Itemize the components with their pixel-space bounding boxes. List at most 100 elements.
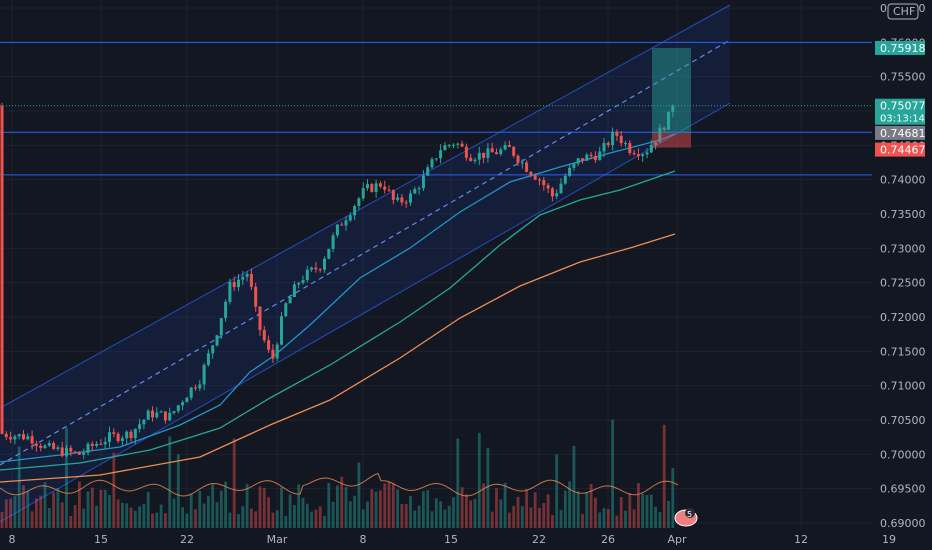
trend-channel[interactable]	[0, 4, 731, 523]
candle[interactable]	[495, 148, 498, 155]
candle[interactable]	[206, 349, 210, 367]
candle[interactable]	[490, 142, 494, 153]
candle[interactable]	[667, 111, 670, 130]
candle[interactable]	[108, 426, 111, 448]
candle[interactable]	[232, 276, 236, 292]
candle[interactable]	[611, 127, 615, 151]
candles[interactable]	[0, 102, 675, 459]
candle[interactable]	[421, 169, 425, 192]
candle[interactable]	[215, 334, 219, 347]
candle[interactable]	[133, 428, 137, 445]
candle[interactable]	[606, 141, 610, 148]
candle[interactable]	[396, 193, 400, 202]
candle[interactable]	[271, 344, 275, 363]
candle[interactable]	[258, 306, 262, 336]
candle[interactable]	[305, 266, 309, 283]
candle[interactable]	[464, 143, 468, 161]
candle[interactable]	[34, 440, 38, 452]
candle[interactable]	[641, 152, 645, 163]
candle[interactable]	[275, 342, 279, 362]
candle[interactable]	[301, 275, 305, 285]
position-profit-zone[interactable]	[652, 47, 691, 133]
candle[interactable]	[99, 439, 103, 446]
candle[interactable]	[163, 411, 167, 424]
candle[interactable]	[378, 181, 382, 189]
candle[interactable]	[413, 186, 417, 195]
candle[interactable]	[73, 450, 77, 454]
channel-upper-line[interactable]	[0, 4, 731, 409]
candle[interactable]	[194, 384, 197, 391]
candle[interactable]	[60, 441, 64, 458]
candle[interactable]	[112, 428, 116, 438]
candle[interactable]	[542, 176, 546, 191]
candle[interactable]	[267, 335, 271, 353]
candle[interactable]	[645, 147, 649, 159]
candle[interactable]	[224, 299, 228, 322]
candle[interactable]	[370, 182, 374, 193]
candle[interactable]	[572, 162, 576, 171]
candle[interactable]	[288, 295, 292, 304]
candle[interactable]	[357, 197, 361, 210]
candle[interactable]	[628, 140, 632, 156]
candle[interactable]	[404, 199, 408, 208]
candle[interactable]	[499, 147, 503, 156]
candle[interactable]	[636, 148, 640, 160]
candle[interactable]	[39, 443, 43, 452]
candle[interactable]	[434, 158, 438, 162]
candle[interactable]	[555, 189, 559, 200]
candle[interactable]	[426, 164, 430, 177]
candle[interactable]	[181, 400, 185, 411]
time-axis[interactable]: 8 15 22 Mar 8 15 22 26 Apr 12 19	[0, 530, 932, 550]
candle[interactable]	[9, 431, 13, 444]
horizontal-levels[interactable]	[0, 41, 872, 176]
candle[interactable]	[654, 142, 658, 150]
candle[interactable]	[125, 430, 129, 445]
candle[interactable]	[327, 248, 331, 260]
candle[interactable]	[447, 143, 451, 149]
candle[interactable]	[323, 256, 326, 273]
candle[interactable]	[254, 282, 258, 312]
candle[interactable]	[417, 185, 421, 195]
candle[interactable]	[383, 180, 387, 194]
candle[interactable]	[17, 433, 21, 440]
candle[interactable]	[310, 266, 314, 272]
candle[interactable]	[77, 451, 81, 456]
candle[interactable]	[503, 141, 507, 151]
candle[interactable]	[581, 158, 584, 164]
candle[interactable]	[52, 441, 56, 450]
long-position-tool[interactable]	[652, 47, 691, 148]
candle[interactable]	[189, 386, 193, 401]
candle[interactable]	[129, 429, 133, 442]
candle[interactable]	[90, 441, 94, 452]
candle[interactable]	[202, 362, 206, 391]
candle[interactable]	[550, 186, 554, 202]
candle[interactable]	[533, 173, 537, 181]
candle[interactable]	[671, 104, 675, 117]
candle[interactable]	[546, 182, 550, 194]
candle[interactable]	[452, 143, 455, 149]
candle[interactable]	[318, 268, 322, 273]
candle[interactable]	[568, 163, 572, 178]
candle[interactable]	[241, 270, 245, 286]
candle[interactable]	[13, 434, 17, 445]
candle[interactable]	[142, 418, 146, 430]
candle[interactable]	[69, 445, 73, 457]
candle[interactable]	[120, 435, 124, 446]
candle[interactable]	[430, 157, 434, 169]
candle[interactable]	[211, 344, 215, 359]
candle[interactable]	[400, 193, 404, 206]
channel-lower-line[interactable]	[0, 102, 731, 523]
candle[interactable]	[443, 141, 447, 151]
candle[interactable]	[138, 418, 142, 433]
candle[interactable]	[22, 429, 25, 441]
candle[interactable]	[615, 129, 619, 141]
candle[interactable]	[516, 154, 520, 166]
candle[interactable]	[344, 215, 348, 231]
currency-label[interactable]: CHF	[887, 3, 919, 20]
candle[interactable]	[26, 433, 30, 441]
candle[interactable]	[477, 146, 481, 166]
candle[interactable]	[331, 232, 335, 253]
candle[interactable]	[348, 212, 352, 223]
candle[interactable]	[391, 189, 395, 205]
